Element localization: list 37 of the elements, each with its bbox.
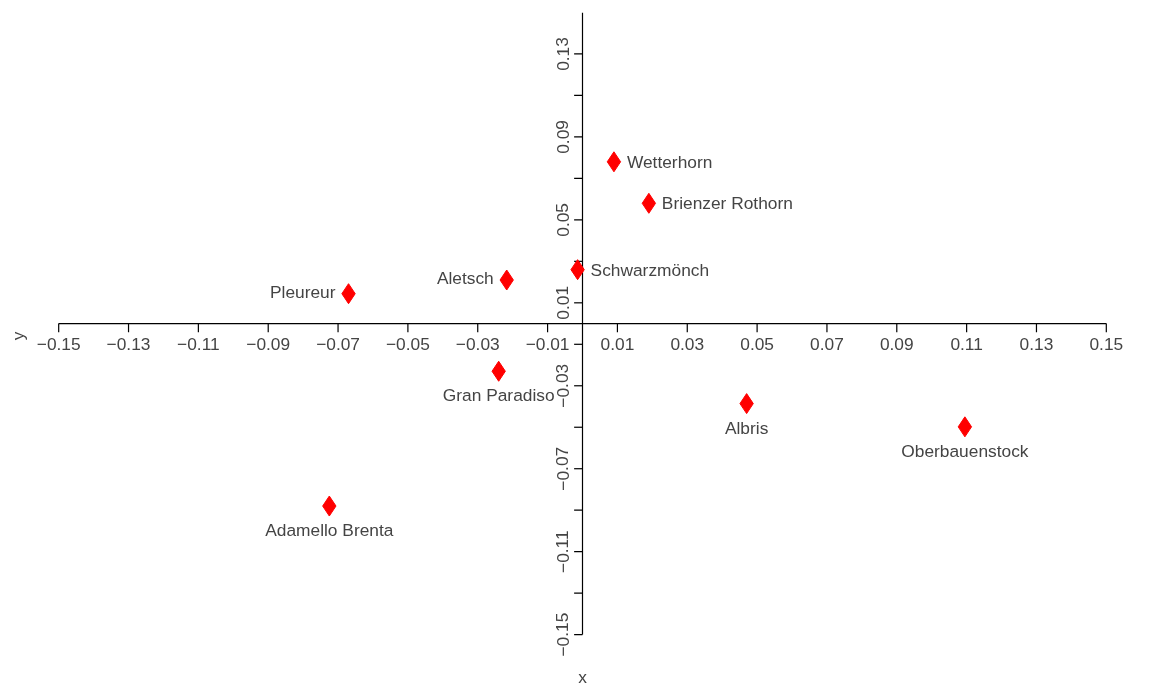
annotation: Albris bbox=[724, 417, 769, 438]
y-axis-title: y bbox=[7, 331, 28, 341]
x-tick-label: −0.05 bbox=[385, 333, 430, 354]
annotation: Aletsch bbox=[436, 268, 494, 289]
x-tick-label: −0.01 bbox=[525, 333, 570, 354]
y-tick-label: −0.07 bbox=[552, 446, 573, 491]
point bbox=[957, 416, 973, 438]
point bbox=[641, 192, 657, 214]
x-tick-label: 0.09 bbox=[879, 333, 914, 354]
annotation: Adamello Brenta bbox=[265, 520, 394, 541]
annotation: Gran Paradiso bbox=[442, 385, 555, 406]
x-tick-label: 0.03 bbox=[670, 333, 705, 354]
x-tick-label: −0.03 bbox=[455, 333, 500, 354]
x-tick-label: −0.11 bbox=[177, 333, 220, 354]
x-tick-label: 0.05 bbox=[740, 333, 774, 354]
annotation: Schwarzmönch bbox=[590, 259, 710, 280]
x-tick-label: 0.07 bbox=[810, 333, 844, 354]
x-tick-label: 0.15 bbox=[1089, 333, 1124, 354]
y-tick-label: 0.01 bbox=[552, 285, 573, 320]
annotation: Pleureur bbox=[270, 281, 336, 302]
point bbox=[606, 151, 622, 173]
y-tick-label: −0.11 bbox=[552, 530, 573, 573]
x-tick-label: 0.11 bbox=[950, 333, 983, 354]
y-tick-label: 0.05 bbox=[552, 203, 573, 237]
annotation: Oberbauenstock bbox=[901, 440, 1029, 461]
y-tick-label: −0.15 bbox=[552, 612, 573, 657]
x-tick-label: −0.15 bbox=[36, 333, 81, 354]
y-tick-label: 0.13 bbox=[552, 37, 573, 71]
annotation: Wetterhorn bbox=[626, 151, 713, 172]
y-tick-label: 0.09 bbox=[552, 120, 573, 154]
x-tick-label: −0.09 bbox=[246, 333, 291, 354]
x-tick-label: 0.13 bbox=[1019, 333, 1054, 354]
x-tick-label: 0.01 bbox=[600, 333, 635, 354]
x-tick-label: −0.07 bbox=[316, 333, 360, 354]
annotation: Brienzer Rothorn bbox=[661, 193, 793, 214]
x-tick-label: −0.13 bbox=[106, 333, 151, 354]
x-axis-title: x bbox=[578, 666, 588, 687]
